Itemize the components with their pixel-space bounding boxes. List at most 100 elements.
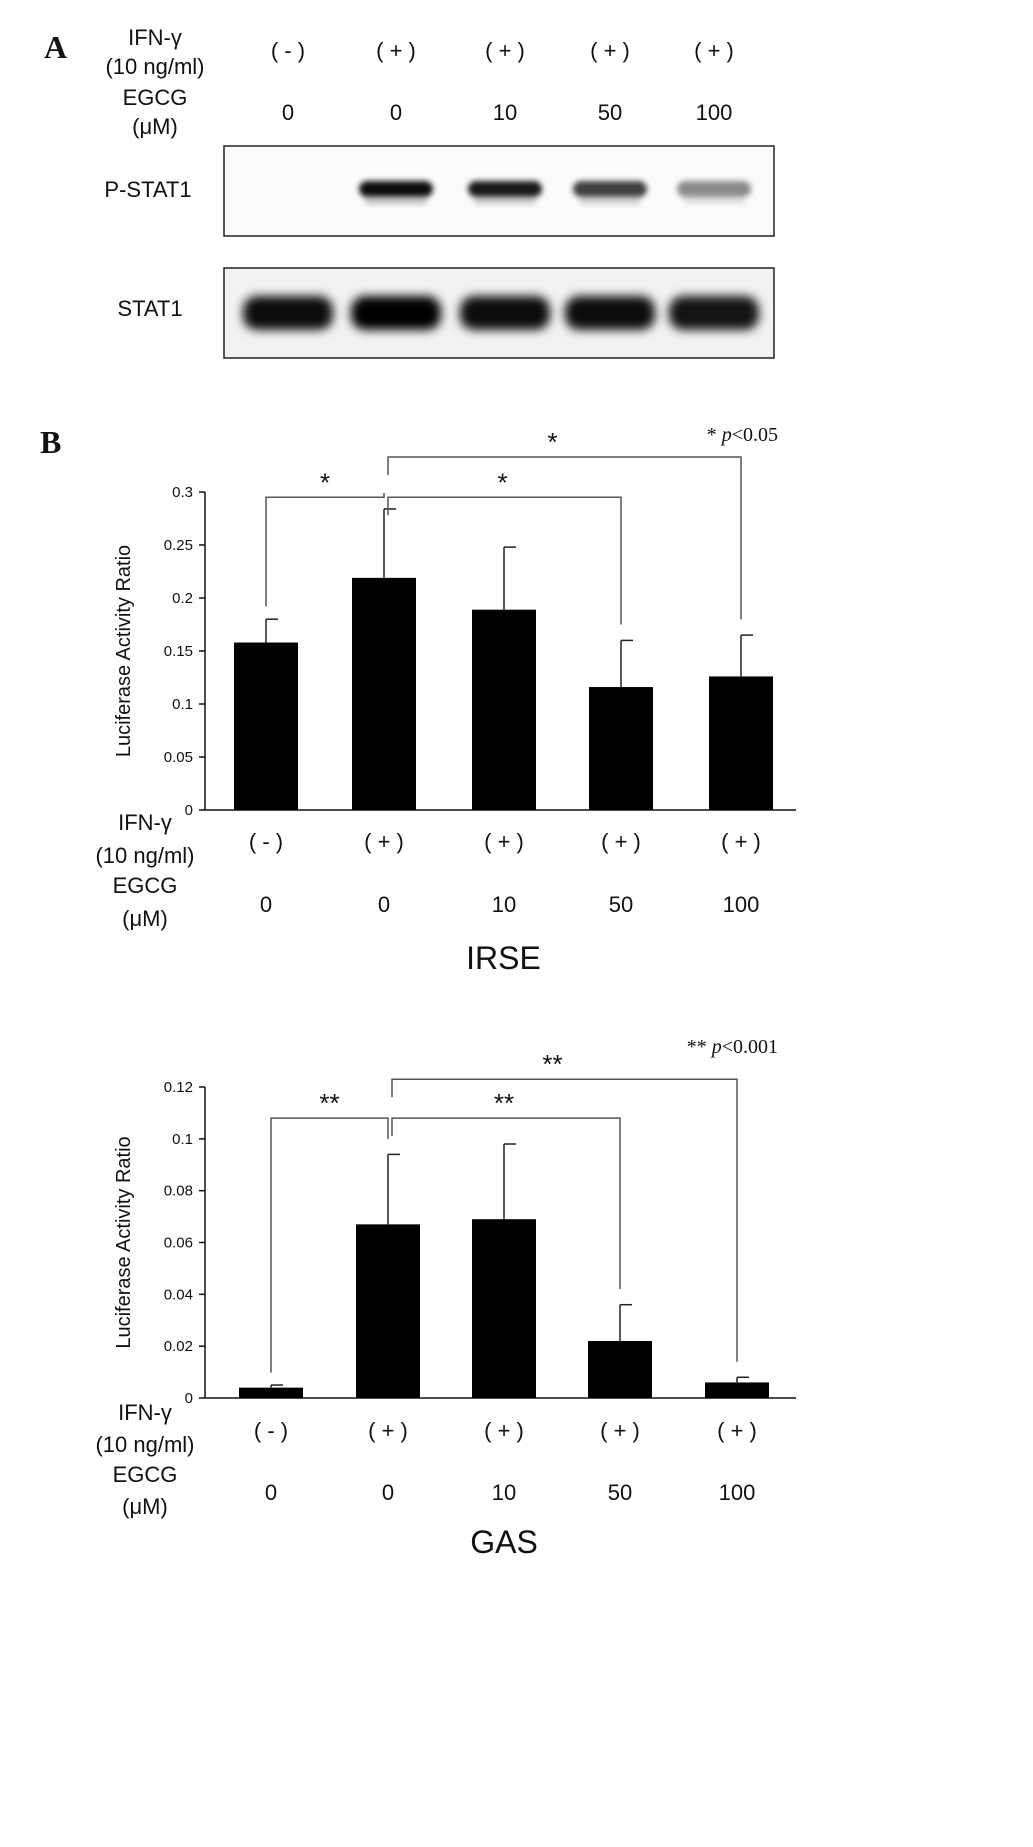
y-axis-label: Luciferase Activity Ratio	[113, 1136, 135, 1348]
significance-bracket	[270, 1117, 389, 1373]
panel-a-ifn-value: ( + )	[485, 38, 525, 63]
panel-a-ifn-value: ( + )	[694, 38, 734, 63]
panel-a-ifn-label-line1: IFN-γ	[128, 25, 182, 50]
bar	[352, 577, 416, 810]
x-axis-label: GAS	[470, 1524, 538, 1560]
stat1-band	[565, 296, 655, 330]
significance-legend-threshold: <0.05	[732, 424, 778, 446]
significance-legend-p: p	[720, 424, 732, 446]
y-tick-label: 0.05	[164, 749, 193, 766]
y-tick-label: 0	[185, 1390, 193, 1407]
pstat1-bands	[359, 181, 751, 204]
y-tick-label: 0.08	[164, 1183, 193, 1200]
significance-label: **	[494, 1088, 514, 1118]
panel-a-egcg-value: 50	[598, 100, 622, 125]
pstat1-band	[359, 181, 433, 197]
pstat1-band-lower	[579, 198, 641, 204]
egcg-value: 50	[609, 892, 633, 917]
egcg-value: 10	[492, 892, 516, 917]
panel-b-letter: B	[40, 424, 61, 460]
significance-bracket	[387, 496, 622, 625]
ifn-label-line1: IFN-γ	[118, 1400, 172, 1425]
panel-a-ifn-values: ( - ) ( + ) ( + ) ( + ) ( + )	[271, 38, 734, 63]
panel-a-ifn-value: ( - )	[271, 38, 305, 63]
significance-bracket	[391, 1078, 738, 1362]
ifn-value: ( - )	[249, 829, 283, 854]
y-axis-label: Luciferase Activity Ratio	[113, 545, 135, 757]
ifn-value: ( + )	[721, 829, 761, 854]
egcg-label-line2: (μM)	[122, 1494, 168, 1519]
pstat1-band	[677, 181, 751, 197]
y-tick-label: 0.2	[172, 590, 193, 607]
pstat1-band-lower	[683, 198, 745, 204]
ifn-value: ( - )	[254, 1418, 288, 1443]
ifn-value: ( + )	[601, 829, 641, 854]
panel-a-ifn-label-line2: (10 ng/ml)	[105, 54, 204, 79]
panel-a-egcg-label-line1: EGCG	[123, 85, 188, 110]
y-tick-label: 0.1	[172, 1131, 193, 1148]
significance-legend-stars: **	[687, 1036, 712, 1058]
egcg-value: 50	[608, 1480, 632, 1505]
bar	[709, 676, 773, 810]
egcg-value: 100	[723, 892, 760, 917]
significance-label: *	[320, 467, 330, 497]
bar	[234, 642, 298, 810]
significance-label: *	[497, 467, 507, 497]
panel-a: A IFN-γ (10 ng/ml) EGCG (μM) ( - ) ( + ) (…	[44, 25, 775, 359]
egcg-label-line2: (μM)	[122, 906, 168, 931]
y-tick-label: 0.15	[164, 643, 193, 660]
significance-bracket	[265, 493, 385, 607]
significance-legend-threshold: <0.001	[722, 1036, 778, 1058]
significance-label: **	[542, 1049, 562, 1079]
significance-label: *	[547, 427, 557, 457]
blot-label-stat1: STAT1	[117, 296, 182, 321]
x-axis-label: IRSE	[466, 940, 541, 976]
significance-legend: ** p<0.001	[687, 1036, 778, 1058]
chart-irse: 0 0.05 0.1 0.15 0.2 0.25 0.3 Luciferase Activit…	[95, 424, 796, 976]
bar	[356, 1224, 420, 1398]
significance-label: **	[319, 1088, 339, 1118]
stat1-band	[243, 296, 333, 330]
bar	[588, 1340, 652, 1398]
y-tick-label: 0.3	[172, 484, 193, 501]
significance-legend-stars: *	[707, 424, 722, 446]
pstat1-band	[468, 181, 542, 197]
ifn-value: ( + )	[484, 1418, 524, 1443]
stat1-band	[669, 296, 759, 330]
pstat1-band-lower	[365, 198, 427, 204]
y-tick-label: 0.25	[164, 537, 193, 554]
ifn-value: ( + )	[364, 829, 404, 854]
ifn-value: ( + )	[368, 1418, 408, 1443]
significance-bracket	[387, 456, 742, 620]
panel-a-letter: A	[44, 29, 67, 65]
panel-a-egcg-value: 0	[390, 100, 402, 125]
panel-a-egcg-value: 0	[282, 100, 294, 125]
y-tick-label: 0.02	[164, 1338, 193, 1355]
y-tick-label: 0.06	[164, 1235, 193, 1252]
panel-a-egcg-value: 10	[493, 100, 517, 125]
ifn-value: ( + )	[717, 1418, 757, 1443]
egcg-value: 0	[265, 1480, 277, 1505]
significance-legend-p: p	[710, 1036, 722, 1058]
bar	[472, 1219, 536, 1398]
y-tick-label: 0.04	[164, 1286, 193, 1303]
ifn-label-line2: (10 ng/ml)	[95, 1432, 194, 1457]
ifn-value: ( + )	[484, 829, 524, 854]
significance-bracket	[391, 1117, 621, 1290]
panel-a-egcg-value: 100	[696, 100, 733, 125]
stat1-band	[460, 296, 550, 330]
ifn-label-line1: IFN-γ	[118, 810, 172, 835]
blot-label-pstat1: P-STAT1	[104, 177, 191, 202]
panel-a-egcg-label-line2: (μM)	[132, 114, 178, 139]
egcg-value: 0	[378, 892, 390, 917]
stat1-band	[351, 296, 441, 330]
chart-gas: 0 0.02 0.04 0.06 0.08 0.1 0.12 Luciferase Activ…	[95, 1036, 796, 1560]
bar	[239, 1387, 303, 1398]
ifn-label-line2: (10 ng/ml)	[95, 843, 194, 868]
stat1-bands	[243, 296, 759, 330]
bar	[472, 609, 536, 810]
panel-a-ifn-value: ( + )	[376, 38, 416, 63]
y-tick-label: 0	[185, 802, 193, 819]
pstat1-band-lower	[474, 198, 536, 204]
